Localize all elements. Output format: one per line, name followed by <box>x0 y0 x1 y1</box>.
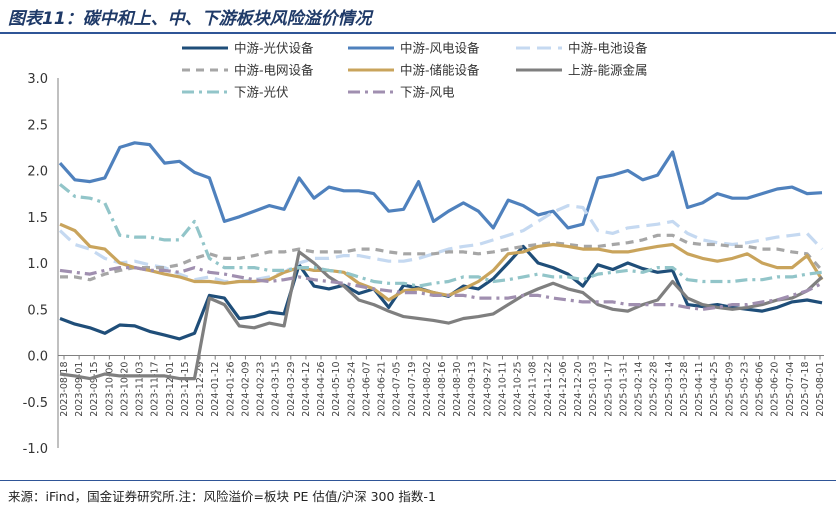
x-tick-label: 2024-02-09 <box>240 362 251 417</box>
series-line-5 <box>59 250 824 381</box>
legend-label-0: 中游-光伏设备 <box>234 41 314 56</box>
x-tick-label: 2025-01-03 <box>588 362 599 417</box>
x-tick-label: 2023-12-15 <box>180 362 191 417</box>
x-tick-label: 2024-10-25 <box>513 362 524 417</box>
x-tick-label: 2023-11-03 <box>135 362 146 417</box>
x-tick-label: 2025-07-04 <box>785 362 796 417</box>
x-tick-label: 2024-08-02 <box>422 362 433 417</box>
x-tick-label: 2024-11-22 <box>543 362 554 417</box>
y-tick-label: 1.0 <box>27 257 48 272</box>
chart-title: 图表11：碳中和上、中、下游板块风险溢价情况 <box>8 9 372 29</box>
x-tick-label: 2025-03-14 <box>664 362 675 417</box>
series-line-2 <box>58 204 824 284</box>
x-tick-label: 2024-11-08 <box>528 362 539 417</box>
legend-label-3: 中游-电网设备 <box>234 63 314 78</box>
legend-label-4: 中游-储能设备 <box>400 63 480 78</box>
x-tick-label: 2024-08-30 <box>452 362 463 417</box>
x-tick-label: 2024-09-27 <box>482 362 493 417</box>
x-tick-label: 2025-01-17 <box>603 362 614 417</box>
x-tick-label: 2025-05-09 <box>724 362 735 417</box>
y-tick-label: -1.0 <box>23 442 48 457</box>
series-line-6 <box>58 183 823 288</box>
legend-label-6: 下游-光伏 <box>234 85 289 100</box>
x-tick-label: 2023-10-20 <box>119 362 130 417</box>
x-tick-label: 2023-10-06 <box>104 362 115 417</box>
x-tick-label: 2024-03-15 <box>271 362 282 417</box>
x-tick-label: 2024-10-11 <box>497 361 508 416</box>
x-axis: 2023-08-18 2023-09-01 2023-09-15 2023-10-06… <box>58 355 826 417</box>
x-tick-label: 2025-05-23 <box>739 362 750 417</box>
series-line-4 <box>59 222 824 302</box>
x-tick-label: 2025-06-20 <box>770 362 781 417</box>
x-tick-label: 2024-06-21 <box>377 362 388 417</box>
x-tick-label: 2025-02-14 <box>634 362 645 417</box>
x-tick-label: 2024-05-24 <box>346 362 357 417</box>
footer-divider <box>0 480 836 481</box>
x-tick-label: 2023-12-01 <box>165 362 176 417</box>
x-tick-label: 2025-03-28 <box>679 362 690 417</box>
y-tick-label: -0.5 <box>23 396 48 411</box>
x-tick-label: 2025-08-01 <box>815 362 826 417</box>
y-tick-label: 2.5 <box>27 118 48 133</box>
y-axis: -1.0 -0.5 0.0 0.5 1.0 1.5 2.0 2.5 3.0 <box>23 72 59 457</box>
x-tick-label: 2023-08-18 <box>59 362 70 417</box>
y-tick-label: 3.0 <box>27 72 48 87</box>
y-tick-label: 1.5 <box>27 211 48 226</box>
legend-label-1: 中游-风电设备 <box>400 41 480 56</box>
x-tick-label: 2025-06-06 <box>755 362 766 417</box>
y-tick-label: 0.5 <box>27 303 48 318</box>
series-line-1 <box>58 141 823 230</box>
x-tick-label: 2024-04-12 <box>301 362 312 417</box>
x-tick-label: 2025-02-28 <box>649 362 660 417</box>
x-tick-label: 2024-08-16 <box>437 362 448 417</box>
x-tick-label: 2025-01-31 <box>618 362 629 417</box>
x-tick-label: 2023-11-17 <box>150 362 161 417</box>
x-tick-label: 2024-01-12 <box>210 362 221 417</box>
legend-label-7: 下游-风电 <box>400 85 455 100</box>
series-line-7 <box>59 266 823 311</box>
x-tick-label: 2025-07-18 <box>800 362 811 417</box>
x-tick-label: 2024-09-13 <box>467 362 478 417</box>
x-tick-label: 2023-12-29 <box>195 362 206 417</box>
series-line-3 <box>60 233 824 282</box>
x-tick-label: 2025-04-11 <box>694 362 705 417</box>
x-tick-label: 2024-12-20 <box>573 362 584 417</box>
x-tick-label: 2024-05-10 <box>331 362 342 417</box>
x-tick-label: 2024-03-29 <box>286 362 297 417</box>
title-divider <box>0 32 836 34</box>
legend-label-5: 上游-能源金属 <box>568 63 648 78</box>
x-tick-label: 2024-06-07 <box>361 362 372 417</box>
legend-label-2: 中游-电池设备 <box>568 41 648 56</box>
plot-area <box>58 141 824 381</box>
x-tick-label: 2023-09-01 <box>74 362 85 417</box>
x-tick-label: 2024-04-26 <box>316 362 327 417</box>
x-tick-label: 2024-07-05 <box>392 362 403 417</box>
x-tick-label: 2024-12-06 <box>558 362 569 417</box>
x-tick-label: 2024-01-26 <box>225 362 236 417</box>
y-tick-label: 2.0 <box>27 165 48 180</box>
y-tick-label: 0.0 <box>27 350 48 365</box>
source-note: 来源：iFind，国金证券研究所.注：风险溢价=板块 PE 估值/沪深 300 … <box>8 489 436 504</box>
x-tick-label: 2024-07-19 <box>407 362 418 417</box>
x-tick-label: 2025-04-25 <box>709 362 720 417</box>
x-tick-label: 2023-09-15 <box>89 362 100 417</box>
x-tick-label: 2024-02-23 <box>256 362 267 417</box>
